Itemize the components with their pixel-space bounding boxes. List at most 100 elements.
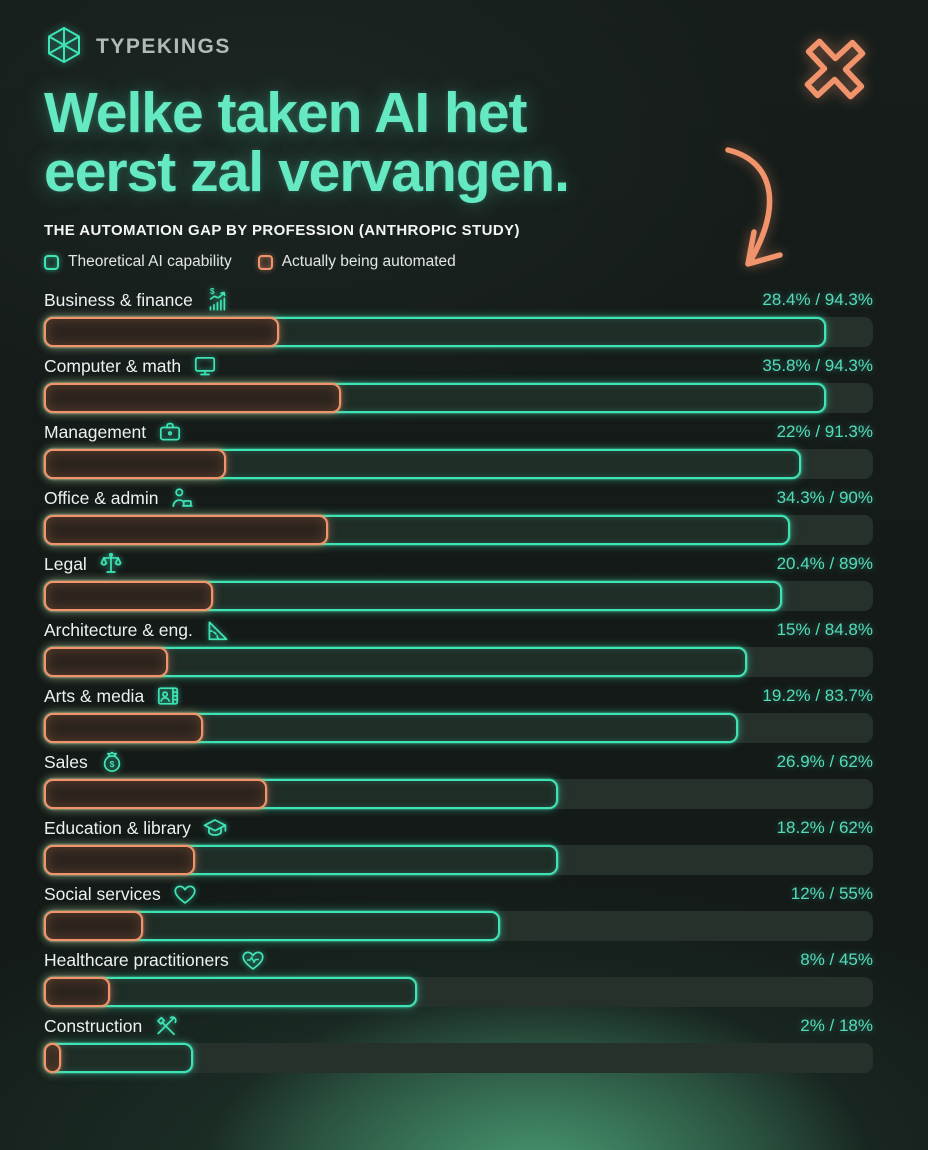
profession-label: Construction (44, 1015, 143, 1036)
set-square-icon (204, 617, 230, 643)
automated-swatch-icon (257, 254, 273, 270)
bar-track (44, 911, 873, 941)
profession-row: Arts & media 19.2% / 83.7% (44, 683, 873, 749)
scales-icon (98, 551, 124, 577)
value-label: 26.9% / 62% (776, 752, 873, 771)
bar-track (44, 581, 873, 611)
automated-bar (44, 317, 280, 347)
automated-bar (44, 647, 169, 677)
row-head: Computer & math 35.8% / 94.3% (44, 353, 873, 379)
heart-icon (172, 881, 198, 907)
profession-label: Office & admin (44, 487, 159, 508)
profession-row: Education & library 18.2% / 62% (44, 815, 873, 881)
bar-track (44, 713, 873, 743)
value-label: 15% / 84.8% (776, 620, 873, 639)
bar-track (44, 383, 873, 413)
profession-label: Arts & media (44, 685, 145, 706)
cube-wireframe-icon (44, 25, 84, 70)
automated-bar (44, 449, 227, 479)
value-label: 28.4% / 94.3% (762, 290, 873, 309)
chart-subtitle: THE AUTOMATION GAP BY PROFESSION (ANTHRO… (44, 222, 520, 239)
profession-row: Office & admin 34.3% / 90% (44, 485, 873, 551)
row-head: Construction 2% / 18% (44, 1013, 873, 1039)
automated-bar (44, 383, 341, 413)
legend-item-automated: Actually being automated (257, 253, 456, 271)
bar-track (44, 317, 873, 347)
value-label: 19.2% / 83.7% (762, 686, 873, 705)
profession-label: Education & library (44, 817, 191, 838)
value-label: 18.2% / 62% (776, 818, 873, 837)
profession-label: Legal (44, 553, 87, 574)
title-line-1: Welke taken AI het (44, 81, 528, 145)
capability-swatch-icon (44, 254, 59, 270)
legend-label: Theoretical AI capability (68, 253, 232, 270)
row-head: Legal 20.4% / 89% (44, 551, 873, 577)
automated-bar (44, 713, 204, 743)
svg-text:$: $ (210, 287, 215, 296)
bar-track (44, 779, 873, 809)
bar-track (44, 845, 873, 875)
value-label: 22% / 91.3% (776, 422, 873, 441)
automated-bar (44, 911, 144, 941)
profession-row: Social services 12% / 55% (44, 881, 873, 947)
value-label: 12% / 55% (790, 884, 873, 903)
row-head: Education & library 18.2% / 62% (44, 815, 873, 841)
curved-arrow-icon (718, 142, 796, 279)
automated-bar (44, 1043, 61, 1073)
profession-row: Healthcare practitioners 8% / 45% (44, 947, 873, 1013)
automated-bar (44, 779, 267, 809)
value-label: 8% / 45% (800, 950, 873, 969)
title-line-2: eerst zal vervangen. (44, 140, 570, 204)
row-head: Arts & media 19.2% / 83.7% (44, 683, 873, 709)
bar-track (44, 449, 873, 479)
bar-track (44, 1043, 873, 1073)
page-title: Welke taken AI het eerst zal vervangen. (44, 84, 873, 202)
briefcase-icon (157, 419, 183, 445)
row-head: Business & finance $ 28.4% / 94.3% (44, 287, 873, 313)
monitor-icon (192, 353, 218, 379)
portrait-card-icon (155, 683, 181, 709)
value-label: 20.4% / 89% (776, 554, 873, 573)
profession-label: Social services (44, 883, 161, 904)
automated-bar (44, 515, 329, 545)
svg-text:$: $ (109, 759, 114, 769)
value-label: 35.8% / 94.3% (762, 356, 873, 375)
heart-pulse-icon (240, 947, 266, 973)
row-head: Sales $ 26.9% / 62% (44, 749, 873, 775)
profession-row: Architecture & eng. 15% / 84.8% (44, 617, 873, 683)
profession-label: Management (44, 421, 147, 442)
profession-row: Sales $ 26.9% / 62% (44, 749, 873, 815)
brand-name: TYPEKINGS (96, 35, 231, 58)
x-mark-icon (794, 26, 876, 117)
automated-bar (44, 977, 111, 1007)
profession-label: Healthcare practitioners (44, 949, 229, 970)
bar-track (44, 647, 873, 677)
profession-row: Business & finance $ 28.4% / 94.3% (44, 287, 873, 353)
automated-bar (44, 581, 214, 611)
profession-label: Computer & math (44, 355, 182, 376)
profession-row: Legal 20.4% / 89% (44, 551, 873, 617)
bar-track (44, 515, 873, 545)
profession-label: Architecture & eng. (44, 619, 193, 640)
capability-bar (44, 1043, 194, 1073)
crossed-tools-icon (153, 1013, 179, 1039)
office-worker-icon (169, 485, 195, 511)
profession-row: Management 22% / 91.3% (44, 419, 873, 485)
profession-row: Construction 2% / 18% (44, 1013, 873, 1079)
graduation-cap-icon (202, 815, 228, 841)
row-head: Architecture & eng. 15% / 84.8% (44, 617, 873, 643)
row-head: Healthcare practitioners 8% / 45% (44, 947, 873, 973)
automated-bar (44, 845, 195, 875)
legend-label: Actually being automated (281, 253, 456, 270)
row-head: Management 22% / 91.3% (44, 419, 873, 445)
finance-growth-icon: $ (204, 287, 230, 313)
chart-legend: Theoretical AI capability Actually being… (44, 252, 873, 272)
profession-label: Sales (44, 751, 88, 772)
row-head: Office & admin 34.3% / 90% (44, 485, 873, 511)
bar-chart: Business & finance $ 28.4% / 94.3% Compu… (44, 287, 873, 1079)
brand: TYPEKINGS (44, 26, 873, 68)
row-head: Social services 12% / 55% (44, 881, 873, 907)
legend-item-capability: Theoretical AI capability (44, 253, 232, 271)
profession-row: Computer & math 35.8% / 94.3% (44, 353, 873, 419)
